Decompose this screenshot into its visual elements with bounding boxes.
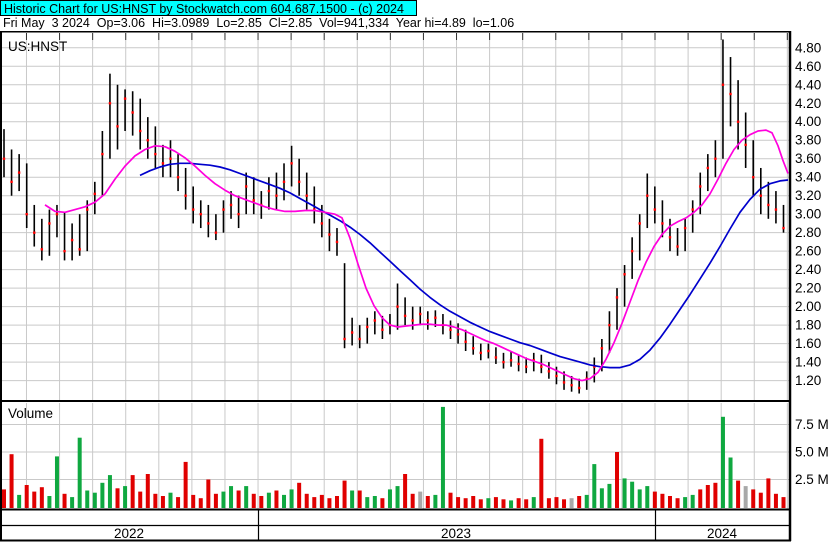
moving-average-fast-line: [44, 129, 789, 382]
quote-line: Fri May 3 2024 Op=3.06 Hi=3.0989 Lo=2.85…: [0, 16, 830, 31]
symbol-label: US:HNST: [8, 39, 67, 54]
moving-average-slow-line: [139, 162, 789, 369]
svg-text:2.20: 2.20: [795, 281, 821, 296]
quote-text: Fri May 3 2024 Op=3.06 Hi=3.0989 Lo=2.85…: [3, 16, 515, 30]
price-axis-labels: 4.80 4.60 4.40 4.20 4.00 3.80 3.60 3.40 3.20 3.00…: [795, 40, 821, 388]
svg-text:3.20: 3.20: [795, 188, 821, 203]
svg-text:4.80: 4.80: [795, 40, 821, 55]
svg-text:4.60: 4.60: [795, 59, 821, 74]
panel-borders: [0, 30, 792, 542]
svg-text:2.00: 2.00: [795, 299, 821, 314]
svg-text:3.80: 3.80: [795, 133, 821, 148]
year-label-2024: 2024: [707, 526, 738, 541]
chart-title: Historic Chart for US:HNST by Stockwatch…: [4, 2, 404, 16]
svg-text:1.40: 1.40: [795, 355, 821, 370]
svg-text:4.00: 4.00: [795, 114, 821, 129]
svg-text:3.60: 3.60: [795, 151, 821, 166]
gridlines: [2, 33, 789, 509]
svg-text:2.80: 2.80: [795, 225, 821, 240]
year-label-2023: 2023: [441, 526, 471, 541]
svg-text:1.60: 1.60: [795, 336, 821, 351]
svg-text:7.5 M: 7.5 M: [795, 417, 829, 432]
volume-bars: [2, 406, 786, 508]
svg-text:2.60: 2.60: [795, 244, 821, 259]
svg-text:4.20: 4.20: [795, 96, 821, 111]
volume-panel-label: Volume: [8, 406, 53, 421]
svg-text:1.20: 1.20: [795, 373, 821, 388]
svg-text:3.00: 3.00: [795, 207, 821, 222]
svg-text:2.5 M: 2.5 M: [795, 472, 829, 487]
title-bar: Historic Chart for US:HNST by Stockwatch…: [0, 0, 417, 16]
svg-text:2.40: 2.40: [795, 262, 821, 277]
price-bars: [2, 39, 785, 394]
svg-text:1.80: 1.80: [795, 318, 821, 333]
volume-axis-labels: 7.5 M 5.0 M 2.5 M: [795, 417, 829, 487]
year-label-2022: 2022: [114, 526, 144, 541]
svg-text:5.0 M: 5.0 M: [795, 445, 829, 460]
month-tick-marks: [25, 33, 788, 40]
svg-text:4.40: 4.40: [795, 77, 821, 92]
svg-text:3.40: 3.40: [795, 170, 821, 185]
